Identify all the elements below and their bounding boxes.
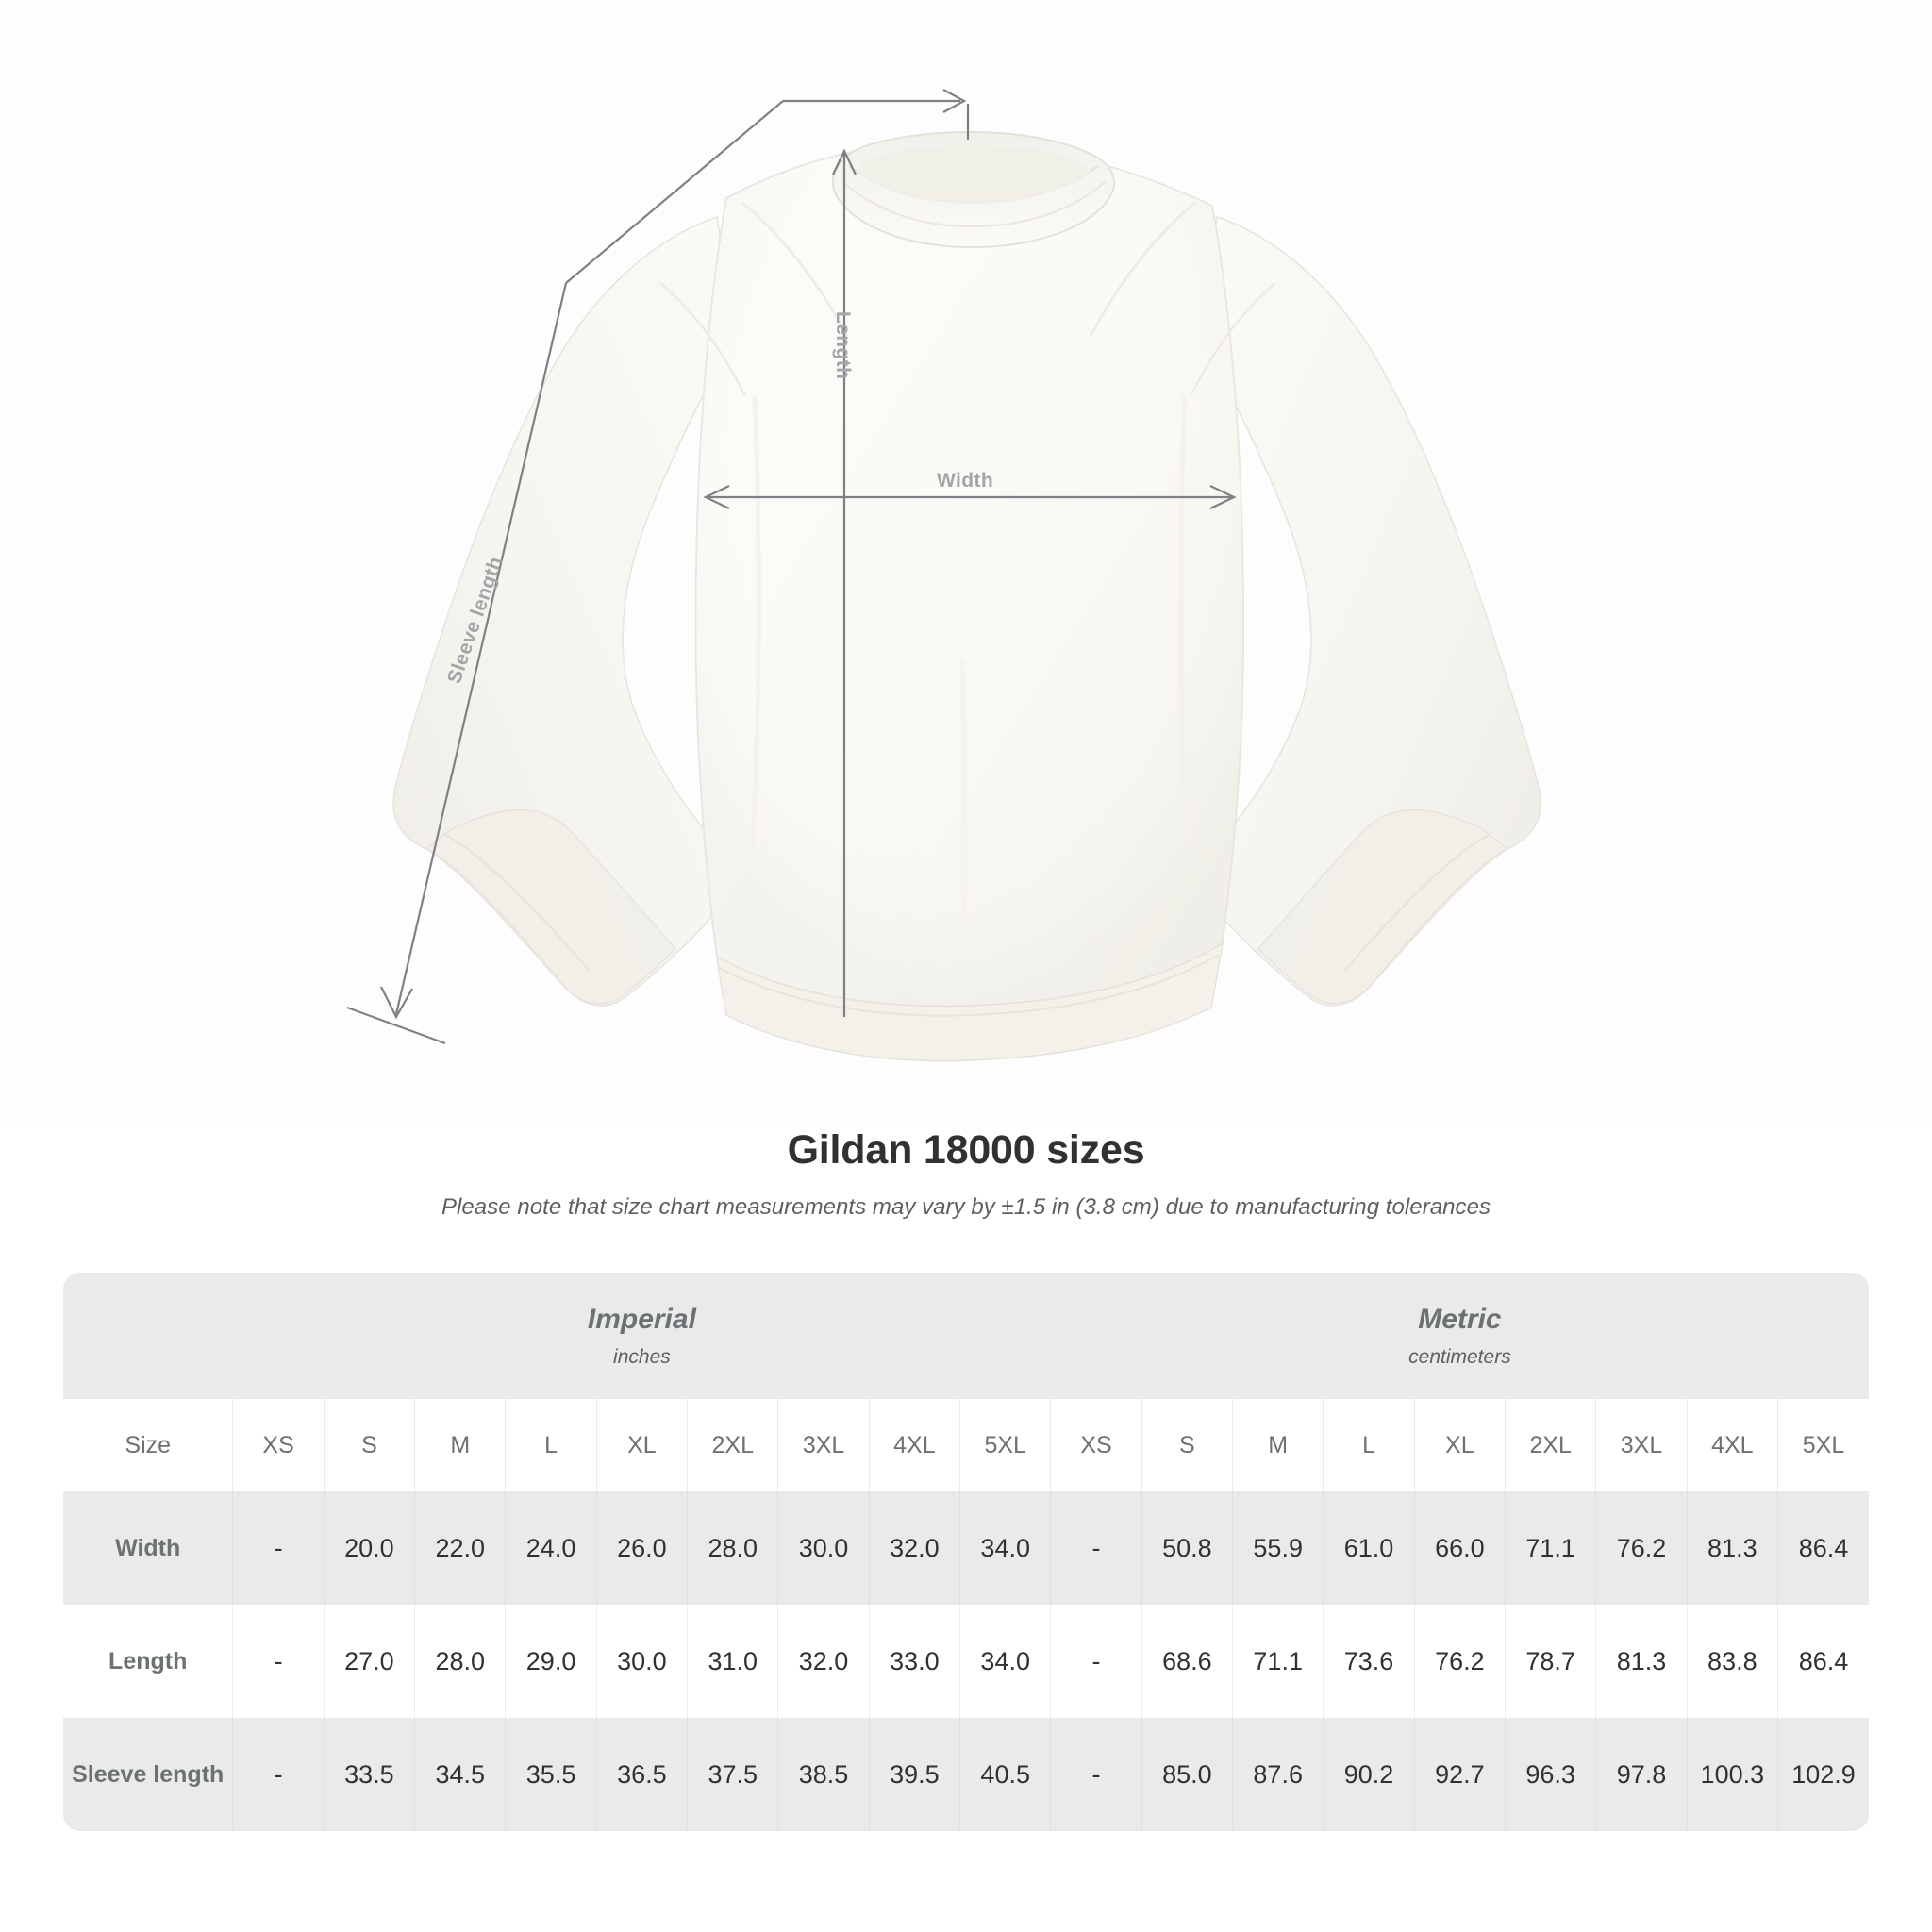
measurement-cell: 30.0 <box>595 1605 688 1718</box>
measurement-cell: 92.7 <box>1413 1718 1506 1831</box>
unit-subtitle: centimeters <box>1408 1346 1511 1369</box>
measurement-cell: 28.0 <box>414 1605 506 1718</box>
unit-name: Metric <box>1418 1303 1502 1335</box>
size-header-row: Size XS S M L XL 2XL 3XL 4XL 5XL XS S M L XL 2XL 3XL 4XL 5… <box>63 1399 1869 1491</box>
measurement-cell: 85.0 <box>1141 1718 1233 1831</box>
table-row: Length -27.0 28.0 29.0 30.0 31.0 32.0 33.0 34.0-… <box>63 1605 1869 1718</box>
measurement-cell: 22.0 <box>414 1491 506 1605</box>
measurement-cell: 37.5 <box>687 1718 778 1831</box>
measurement-cell: 81.3 <box>1686 1491 1778 1605</box>
measurement-cell: 35.5 <box>505 1718 597 1831</box>
size-header-cell: 4XL <box>868 1399 960 1491</box>
measurement-cell: - <box>232 1605 325 1718</box>
measurement-cell: - <box>1050 1491 1142 1605</box>
measurement-cell: 96.3 <box>1505 1718 1596 1831</box>
measurement-cell: 50.8 <box>1141 1491 1233 1605</box>
garment-diagram: Length Width Sleeve length <box>346 89 1541 1062</box>
measurement-cell: 32.0 <box>868 1491 960 1605</box>
measurement-cell: 24.0 <box>505 1491 597 1605</box>
size-header-cell: 2XL <box>687 1399 778 1491</box>
measurement-cell: - <box>1050 1605 1142 1718</box>
measurement-cell: - <box>232 1491 325 1605</box>
measurement-cell: 34.0 <box>959 1605 1051 1718</box>
measurement-cell: 32.0 <box>777 1605 870 1718</box>
measurement-cell: 28.0 <box>687 1491 778 1605</box>
measurement-cell: 61.0 <box>1323 1491 1415 1605</box>
measurement-cell: 86.4 <box>1777 1605 1869 1718</box>
row-label: Width <box>63 1491 233 1605</box>
measurement-cell: 40.5 <box>959 1718 1051 1831</box>
size-header-cell: M <box>1232 1399 1324 1491</box>
measurement-cell: 76.2 <box>1595 1491 1688 1605</box>
table-row: Width -20.0 22.0 24.0 26.0 28.0 30.0 32.0 34.0-5… <box>63 1491 1869 1605</box>
measurement-cell: 66.0 <box>1413 1491 1506 1605</box>
title-block: Gildan 18000 sizes Please note that size… <box>0 1127 1932 1221</box>
measurement-cell: 87.6 <box>1232 1718 1324 1831</box>
row-label: Length <box>63 1605 233 1718</box>
measurement-cell: 73.6 <box>1323 1605 1415 1718</box>
page-title: Gildan 18000 sizes <box>787 1127 1145 1173</box>
measurement-cell: 33.5 <box>323 1718 415 1831</box>
measurement-cell: 29.0 <box>505 1605 597 1718</box>
size-header-cell: M <box>414 1399 506 1491</box>
measurement-cell: 31.0 <box>687 1605 778 1718</box>
size-header-cell: 4XL <box>1686 1399 1778 1491</box>
garment-stage: Length Width Sleeve length <box>346 89 1541 1062</box>
measurement-cell: 55.9 <box>1232 1491 1324 1605</box>
table-row: Sleeve length -33.5 34.5 35.5 36.5 37.5 38.5 39… <box>63 1718 1869 1831</box>
measurement-cell: - <box>1050 1718 1142 1831</box>
size-header-cell: 5XL <box>1777 1399 1869 1491</box>
size-header-cell: S <box>323 1399 415 1491</box>
size-chart-table: Imperial inches Metric centimeters Size XS S M L… <box>63 1273 1869 1831</box>
width-label: Width <box>937 470 994 491</box>
length-label: Length <box>832 311 854 380</box>
size-header-cell: S <box>1141 1399 1233 1491</box>
size-column-header: Size <box>63 1399 233 1491</box>
measurement-cell: 33.0 <box>868 1605 960 1718</box>
measurement-cell: 71.1 <box>1505 1491 1596 1605</box>
unit-header-metric: Metric centimeters <box>1050 1273 1869 1399</box>
sweatshirt-illustration <box>392 130 1541 1062</box>
measurement-cell: 26.0 <box>595 1491 688 1605</box>
measurement-cell: 100.3 <box>1686 1718 1778 1831</box>
size-header-cell: XS <box>232 1399 325 1491</box>
measurement-cell: 71.1 <box>1232 1605 1324 1718</box>
unit-name: Imperial <box>587 1303 696 1335</box>
unit-header-imperial: Imperial inches <box>232 1273 1051 1399</box>
measurement-cell: 34.5 <box>414 1718 506 1831</box>
measurement-cell: 90.2 <box>1323 1718 1415 1831</box>
size-header-cell: 3XL <box>1595 1399 1688 1491</box>
measurement-cell: 81.3 <box>1595 1605 1688 1718</box>
size-header-cell: 2XL <box>1505 1399 1596 1491</box>
size-header-cell: XL <box>1413 1399 1506 1491</box>
measurement-cell: 76.2 <box>1413 1605 1506 1718</box>
measurement-cell: 102.9 <box>1777 1718 1869 1831</box>
size-header-cell: XL <box>595 1399 688 1491</box>
measurement-cell: 83.8 <box>1686 1605 1778 1718</box>
measurement-cell: 30.0 <box>777 1491 870 1605</box>
measurement-cell: 34.0 <box>959 1491 1051 1605</box>
unit-banner-row: Imperial inches Metric centimeters <box>63 1273 1869 1399</box>
measurement-cell: 38.5 <box>777 1718 870 1831</box>
size-header-cell: L <box>505 1399 597 1491</box>
unit-row-spacer <box>63 1273 233 1399</box>
page-subtitle: Please note that size chart measurements… <box>441 1194 1491 1220</box>
unit-subtitle: inches <box>613 1346 671 1369</box>
measurement-cell: 68.6 <box>1141 1605 1233 1718</box>
measurement-cell: 86.4 <box>1777 1491 1869 1605</box>
size-header-cell: L <box>1323 1399 1415 1491</box>
size-header-cell: XS <box>1050 1399 1142 1491</box>
row-label: Sleeve length <box>63 1718 233 1831</box>
measurement-cell: 39.5 <box>868 1718 960 1831</box>
measurement-cell: - <box>232 1718 325 1831</box>
measurement-cell: 97.8 <box>1595 1718 1688 1831</box>
measurement-cell: 36.5 <box>595 1718 688 1831</box>
size-chart-table-wrapper: Imperial inches Metric centimeters Size XS S M L… <box>63 1273 1869 1831</box>
size-header-cell: 3XL <box>777 1399 870 1491</box>
measurement-cell: 20.0 <box>323 1491 415 1605</box>
size-header-cell: 5XL <box>959 1399 1051 1491</box>
measurement-cell: 78.7 <box>1505 1605 1596 1718</box>
measurement-cell: 27.0 <box>323 1605 415 1718</box>
